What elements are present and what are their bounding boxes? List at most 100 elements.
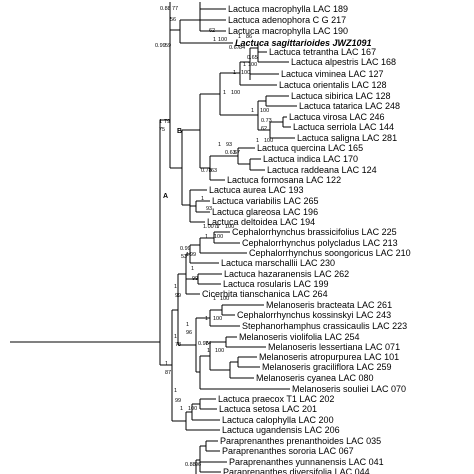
taxon-label: Paraprenanthes yunnanensis LAC 041: [229, 457, 384, 467]
support-value: 1: [205, 316, 208, 322]
support-value: 0.88: [185, 462, 196, 468]
taxon-label: Lactuca formosana LAC 122: [227, 175, 341, 185]
support-value: 1: [174, 388, 177, 394]
support-value: 96: [186, 330, 192, 336]
support-value: 1: [174, 284, 177, 290]
taxon-label: Lactuca variabilis LAC 265: [212, 196, 319, 206]
support-value: 77: [172, 6, 178, 12]
support-value: 56: [170, 17, 176, 23]
support-value: 1: [233, 70, 236, 76]
support-value: 0.73: [261, 118, 272, 124]
support-value: 0.67: [229, 45, 240, 51]
taxon-label: Lactuca calophylla LAC 200: [222, 415, 334, 425]
taxon-label: Lactuca praecox T1 LAC 202: [218, 394, 334, 404]
support-value: 87: [165, 370, 171, 376]
taxon-label: Lactuca macrophylla LAC 190: [228, 26, 348, 36]
support-value: 1: [223, 90, 226, 96]
support-value: 99: [190, 252, 196, 258]
support-value: 0.88: [160, 6, 171, 12]
taxon-label: Cicerbita tianschanica LAC 264: [202, 289, 328, 299]
taxon-label: Lactuca virosa LAC 246: [289, 112, 385, 122]
support-value: 1: [201, 196, 204, 202]
taxon-label: Lactuca glareosa LAC 196: [212, 207, 318, 217]
taxon-label: Stephanorhamphus crassicaulis LAC 223: [242, 321, 407, 331]
branch-layer: [10, 2, 297, 474]
support-value: 100: [213, 316, 222, 322]
support-value: 93: [226, 142, 232, 148]
taxon-label: Melanoseris cyanea LAC 080: [256, 373, 374, 383]
support-value: 99: [175, 398, 181, 404]
clade-label-a: A: [163, 193, 168, 200]
taxon-label: Lactuca macrophylla LAC 189: [228, 4, 348, 14]
support-value: 93: [206, 206, 212, 212]
highlighted-taxon-label: Lactuca sagittarioides JWZ1091: [235, 38, 372, 48]
support-value: 1: [191, 266, 194, 272]
support-value: 1: [243, 62, 246, 68]
support-value: 0.63: [225, 150, 236, 156]
support-value: 84: [239, 45, 245, 51]
support-value: 0.99: [180, 246, 191, 252]
taxon-label: Lactuca raddeana LAC 124: [267, 165, 377, 175]
support-value: 1.00: [203, 224, 214, 230]
support-value: 100: [241, 70, 250, 76]
support-value: 1: [159, 119, 162, 125]
support-value: 77: [214, 224, 220, 230]
support-value: 75: [159, 127, 165, 133]
support-value: 100: [231, 90, 240, 96]
taxon-label: Lactuca aurea LAC 193: [209, 185, 304, 195]
support-value: 1: [174, 334, 177, 340]
taxon-label: Lactuca tatarica LAC 248: [299, 101, 400, 111]
support-value: 100: [225, 224, 234, 230]
support-value: 59: [165, 43, 171, 49]
support-value: 96: [195, 462, 201, 468]
support-value: 1: [186, 322, 189, 328]
taxon-label: Lactuca setosa LAC 201: [219, 404, 317, 414]
support-value: 1: [238, 34, 241, 40]
support-value: 100: [248, 62, 257, 68]
support-value: 1: [186, 252, 189, 258]
taxon-label: Lactuca hazaranensis LAC 262: [224, 269, 349, 279]
taxon-label: Melanoseris souliei LAC 070: [292, 384, 406, 394]
support-value: 74: [205, 341, 211, 347]
support-value: 67: [234, 150, 240, 156]
taxon-label: Lactuca orientalis LAC 128: [279, 80, 387, 90]
support-value: 79: [164, 119, 170, 125]
taxon-label: Lactuca quercina LAC 165: [257, 143, 363, 153]
taxon-label: Paraprenanthes sororia LAC 067: [222, 446, 354, 456]
taxon-label: Lactuca adenophora C G 217: [228, 15, 346, 25]
support-value: 53: [181, 254, 187, 260]
taxon-label: Lactuca indica LAC 170: [263, 154, 358, 164]
taxon-label: Melanoseris bracteata LAC 261: [266, 300, 392, 310]
taxon-label: Melanoseris atropurpurea LAC 101: [259, 352, 399, 362]
support-value: 1: [218, 142, 221, 148]
taxon-label: Cephalorrhynchus polycladus LAC 213: [242, 238, 398, 248]
taxon-label: Lactuca viminea LAC 127: [281, 69, 384, 79]
taxon-label: Melanoseris lessertiana LAC 071: [268, 342, 400, 352]
taxon-label: Lactuca ugandensis LAC 206: [222, 425, 340, 435]
taxon-label: Lactuca marschallii LAC 230: [221, 258, 335, 268]
taxon-label: Lactuca serriola LAC 144: [293, 122, 394, 132]
taxon-label: Lactuca sibirica LAC 128: [291, 91, 391, 101]
taxon-label: Lactuca saligna LAC 281: [297, 133, 397, 143]
support-value: 1: [207, 348, 210, 354]
support-value: 100: [215, 348, 224, 354]
support-value: 99: [192, 276, 198, 282]
taxon-label: Paraprenanthes prenanthoides LAC 035: [220, 436, 381, 446]
clade-label-b: B: [177, 128, 182, 135]
support-value: 0.65: [247, 55, 258, 61]
support-value: 1: [205, 234, 208, 240]
taxon-label: Cephalorrhynchus kossinskyi LAC 243: [237, 310, 391, 320]
taxon-label: Lactuca alpestris LAC 168: [291, 57, 396, 67]
taxon-label: Lactuca rosularis LAC 199: [223, 279, 329, 289]
support-value: 62: [209, 28, 215, 34]
support-value: 86: [246, 34, 252, 40]
support-value: 1: [180, 406, 183, 412]
taxon-label: Cephalorrhynchus brassicifolius LAC 225: [232, 227, 397, 237]
support-value: 100: [260, 108, 269, 114]
support-value: 100: [218, 37, 227, 43]
support-value: 1: [165, 361, 168, 367]
support-value: 63: [211, 168, 217, 174]
